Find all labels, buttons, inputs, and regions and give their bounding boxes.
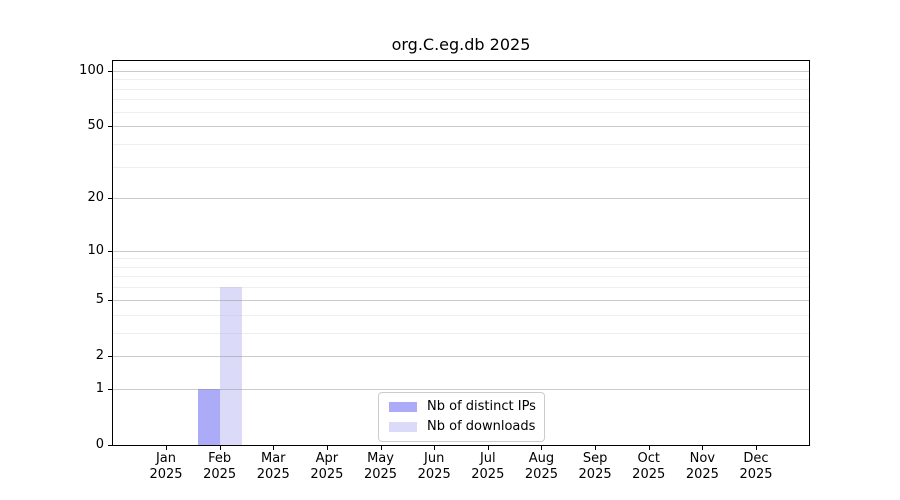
x-tick-mark-aug bbox=[541, 446, 543, 450]
x-tick-mark-may bbox=[380, 446, 382, 450]
y-tick-mark-5 bbox=[108, 299, 112, 301]
x-tick-mark-mar bbox=[273, 446, 275, 450]
major-gridline-10 bbox=[113, 250, 809, 252]
legend-label-distinct-ips: Nb of distinct IPs bbox=[427, 399, 536, 414]
x-tick-mark-jun bbox=[434, 446, 436, 450]
y-tick-label-5: 5 bbox=[95, 291, 104, 307]
y-tick-label-1: 1 bbox=[95, 380, 104, 396]
y-tick-label-50: 50 bbox=[87, 118, 104, 134]
minor-gridline-4 bbox=[113, 314, 809, 316]
y-tick-label-100: 100 bbox=[79, 62, 104, 78]
x-tick-mark-jan bbox=[166, 446, 167, 450]
x-tick-label-dec: Dec 2025 bbox=[739, 451, 773, 482]
y-tick-mark-50 bbox=[108, 126, 112, 128]
x-tick-mark-nov bbox=[702, 446, 704, 450]
y-tick-mark-20 bbox=[108, 198, 112, 200]
y-tick-label-20: 20 bbox=[87, 190, 104, 206]
major-gridline-50 bbox=[113, 126, 809, 128]
x-tick-label-may: May 2025 bbox=[363, 451, 398, 482]
legend: Nb of distinct IPs Nb of downloads bbox=[378, 392, 545, 442]
x-tick-mark-apr bbox=[326, 446, 328, 450]
legend-item-distinct-ips: Nb of distinct IPs bbox=[389, 399, 536, 415]
x-tick-label-aug: Aug 2025 bbox=[524, 451, 558, 482]
bar-distinct-ips-feb bbox=[197, 388, 220, 445]
x-tick-label-sep: Sep 2025 bbox=[578, 451, 612, 482]
x-tick-label-feb: Feb 2025 bbox=[203, 451, 237, 482]
x-tick-mark-sep bbox=[595, 446, 597, 450]
major-gridline-100 bbox=[113, 70, 809, 72]
y-tick-mark-2 bbox=[108, 355, 112, 357]
major-gridline-2 bbox=[113, 355, 809, 357]
major-gridline-1 bbox=[113, 388, 809, 390]
y-tick-label-0: 0 bbox=[95, 437, 104, 452]
x-tick-label-oct: Oct 2025 bbox=[632, 451, 666, 482]
x-tick-label-mar: Mar 2025 bbox=[256, 451, 290, 482]
minor-gridline-90 bbox=[113, 79, 809, 81]
minor-gridline-60 bbox=[113, 111, 809, 113]
x-tick-label-jul: Jul 2025 bbox=[471, 451, 505, 482]
legend-item-downloads: Nb of downloads bbox=[389, 419, 536, 435]
minor-gridline-30 bbox=[113, 166, 809, 168]
bar-downloads-feb bbox=[219, 287, 242, 445]
bars-layer bbox=[113, 61, 809, 445]
minor-gridline-3 bbox=[113, 332, 809, 334]
x-tick-mark-feb bbox=[219, 446, 221, 450]
y-tick-mark-10 bbox=[108, 250, 112, 252]
legend-label-downloads: Nb of downloads bbox=[427, 419, 536, 434]
downloads-swatch-icon bbox=[389, 422, 417, 432]
minor-gridline-40 bbox=[113, 143, 809, 145]
x-tick-mark-jul bbox=[487, 446, 489, 450]
x-tick-mark-oct bbox=[648, 446, 650, 450]
x-tick-mark-dec bbox=[756, 446, 757, 450]
minor-gridline-9 bbox=[113, 258, 809, 260]
minor-gridline-6 bbox=[113, 287, 809, 289]
minor-gridline-8 bbox=[113, 266, 809, 268]
x-tick-label-apr: Apr 2025 bbox=[310, 451, 344, 482]
x-tick-label-jun: Jun 2025 bbox=[417, 451, 451, 482]
major-gridline-20 bbox=[113, 198, 809, 200]
major-gridline-5 bbox=[113, 299, 809, 301]
distinct-ips-swatch-icon bbox=[389, 402, 417, 412]
minor-gridline-80 bbox=[113, 88, 809, 90]
y-tick-label-10: 10 bbox=[87, 242, 104, 258]
x-tick-label-jan: Jan 2025 bbox=[149, 451, 183, 482]
y-tick-mark-100 bbox=[108, 70, 112, 72]
chart-title: org.C.eg.db 2025 bbox=[391, 35, 531, 54]
y-tick-mark-0 bbox=[108, 445, 112, 446]
y-tick-label-2: 2 bbox=[95, 347, 104, 363]
minor-gridline-70 bbox=[113, 99, 809, 101]
minor-gridline-7 bbox=[113, 276, 809, 278]
plot-area bbox=[112, 60, 810, 446]
grid-layer bbox=[113, 61, 809, 445]
y-tick-mark-1 bbox=[108, 388, 112, 390]
x-tick-label-nov: Nov 2025 bbox=[685, 451, 719, 482]
